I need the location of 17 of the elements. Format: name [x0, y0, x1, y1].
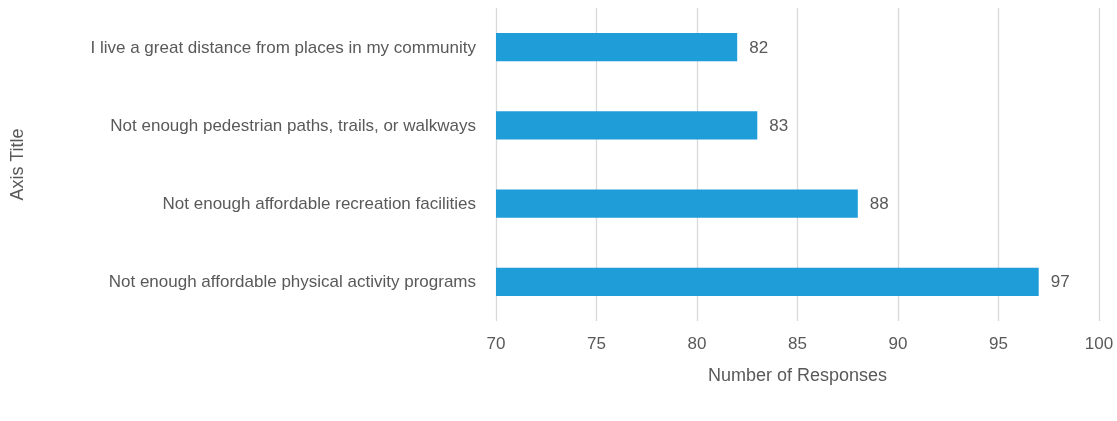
- y-tick-label: Not enough pedestrian paths, trails, or walkways: [110, 115, 476, 135]
- x-tick-label: 85: [788, 334, 807, 353]
- data-label: 97: [1050, 272, 1070, 292]
- y-tick-label: I live a great distance from places in my community: [90, 37, 477, 57]
- x-tick-label: 95: [989, 334, 1008, 353]
- x-tick-label: 90: [888, 334, 908, 353]
- y-tick-label: Not enough affordable physical activity programs: [108, 272, 476, 292]
- x-tick-label: 70: [486, 334, 506, 353]
- data-label: 83: [769, 115, 789, 135]
- data-label: 88: [869, 194, 889, 214]
- x-tick-label: 100: [1084, 334, 1114, 353]
- x-axis-title: Number of Responses: [707, 365, 888, 385]
- y-tick-label: Not enough affordable recreation facilities: [162, 194, 476, 214]
- data-label: 82: [749, 37, 769, 57]
- x-tick-label: 75: [587, 334, 606, 353]
- y-axis-title: Axis Title: [7, 128, 27, 201]
- x-tick-label: 80: [687, 334, 707, 353]
